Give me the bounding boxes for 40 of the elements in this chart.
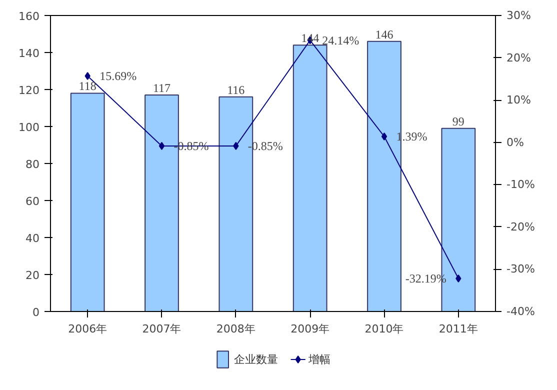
y-tick-label: 140 [18, 47, 40, 60]
legend-label: 企业数量 [234, 353, 278, 366]
y2-tick-label: 0% [506, 136, 524, 149]
point [233, 142, 239, 150]
data-label: 116 [227, 82, 245, 97]
y-tick-label: 0 [32, 306, 40, 319]
y-tick-label: 20 [26, 269, 40, 282]
data-label: 146 [375, 27, 394, 42]
x-tick-label: 2007年 [142, 322, 182, 336]
bar [70, 92, 105, 312]
point [84, 72, 90, 80]
y-tick-label: 40 [26, 232, 40, 245]
y-tick-label: 80 [26, 158, 40, 171]
x-tick-label: 2009年 [290, 322, 330, 336]
y2-tick-label: -20% [506, 220, 535, 234]
legend-label: 增幅 [308, 353, 331, 366]
point [381, 132, 388, 140]
y-tick-label: 160 [18, 10, 40, 23]
point [158, 142, 165, 150]
x-tick-label: 2010年 [364, 322, 404, 336]
x-tick-label: 2011年 [438, 322, 478, 336]
data-label: 117 [152, 81, 171, 96]
y-tick-label: 100 [18, 121, 40, 134]
data-label: 118 [78, 79, 96, 94]
data-label: 24.14% [322, 33, 360, 48]
x-tick-label: 2006年 [68, 322, 108, 336]
y2-tick-label: -40% [506, 305, 535, 318]
y2-tick-label: 20% [506, 51, 531, 64]
bar [292, 44, 328, 312]
data-label: 15.69% [100, 69, 137, 84]
data-label: 99 [452, 114, 464, 128]
y-tick-label: 60 [26, 195, 40, 208]
y2-tick-label: 10% [506, 94, 531, 107]
data-label: 144 [301, 31, 320, 46]
y2-tick-label: -30% [506, 262, 535, 276]
y2-tick-label: 30% [506, 9, 531, 22]
point [456, 274, 462, 282]
x-tick-label: 2008年 [216, 322, 256, 336]
y2-tick-label: -10% [506, 178, 535, 192]
y-tick-label: 120 [18, 84, 40, 97]
